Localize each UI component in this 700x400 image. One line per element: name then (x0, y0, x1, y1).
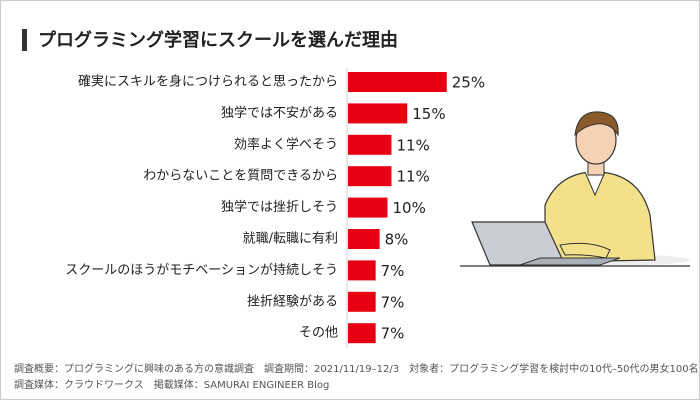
illustration (460, 111, 690, 267)
value-label: 8% (385, 231, 409, 249)
category-label: その他 (299, 326, 338, 341)
bar (348, 166, 392, 187)
category-label: スクールのほうがモチベーションが持続しそう (65, 263, 338, 278)
category-label: わからないことを質問できるから (143, 169, 338, 184)
value-label: 7% (381, 325, 405, 343)
chart-title: プログラミング学習にスクールを選んだ理由 (38, 29, 398, 51)
value-label: 7% (381, 262, 405, 280)
category-label: 独学では挫折しそう (221, 199, 338, 215)
bar (348, 323, 376, 344)
value-label: 11% (396, 136, 429, 154)
footnote: 調査媒体：クラウドワークス 掲載媒体：SAMURAI ENGINEER Blog (14, 378, 329, 391)
value-label: 10% (393, 199, 426, 217)
bar (348, 134, 392, 155)
bar (348, 72, 447, 92)
bar (348, 229, 380, 249)
bar (348, 260, 376, 281)
bar (348, 103, 408, 124)
value-label: 15% (412, 105, 445, 123)
bar (348, 291, 376, 312)
value-label: 11% (396, 168, 429, 186)
category-label: 就職/転職に有利 (243, 232, 338, 247)
category-label: 独学では不安がある (221, 105, 338, 121)
footnote: 調査概要：プログラミングに興味のある方の意識調査 調査期間：2021/11/19… (14, 362, 699, 375)
category-label: 確実にスキルを身につけられると思ったから (78, 74, 338, 90)
bar (348, 197, 388, 218)
title-accent (22, 29, 27, 51)
value-label: 25% (452, 74, 485, 92)
value-label: 7% (381, 293, 405, 311)
category-label: 効率よく学べそう (234, 136, 338, 152)
category-label: 挫折経験がある (247, 294, 338, 309)
